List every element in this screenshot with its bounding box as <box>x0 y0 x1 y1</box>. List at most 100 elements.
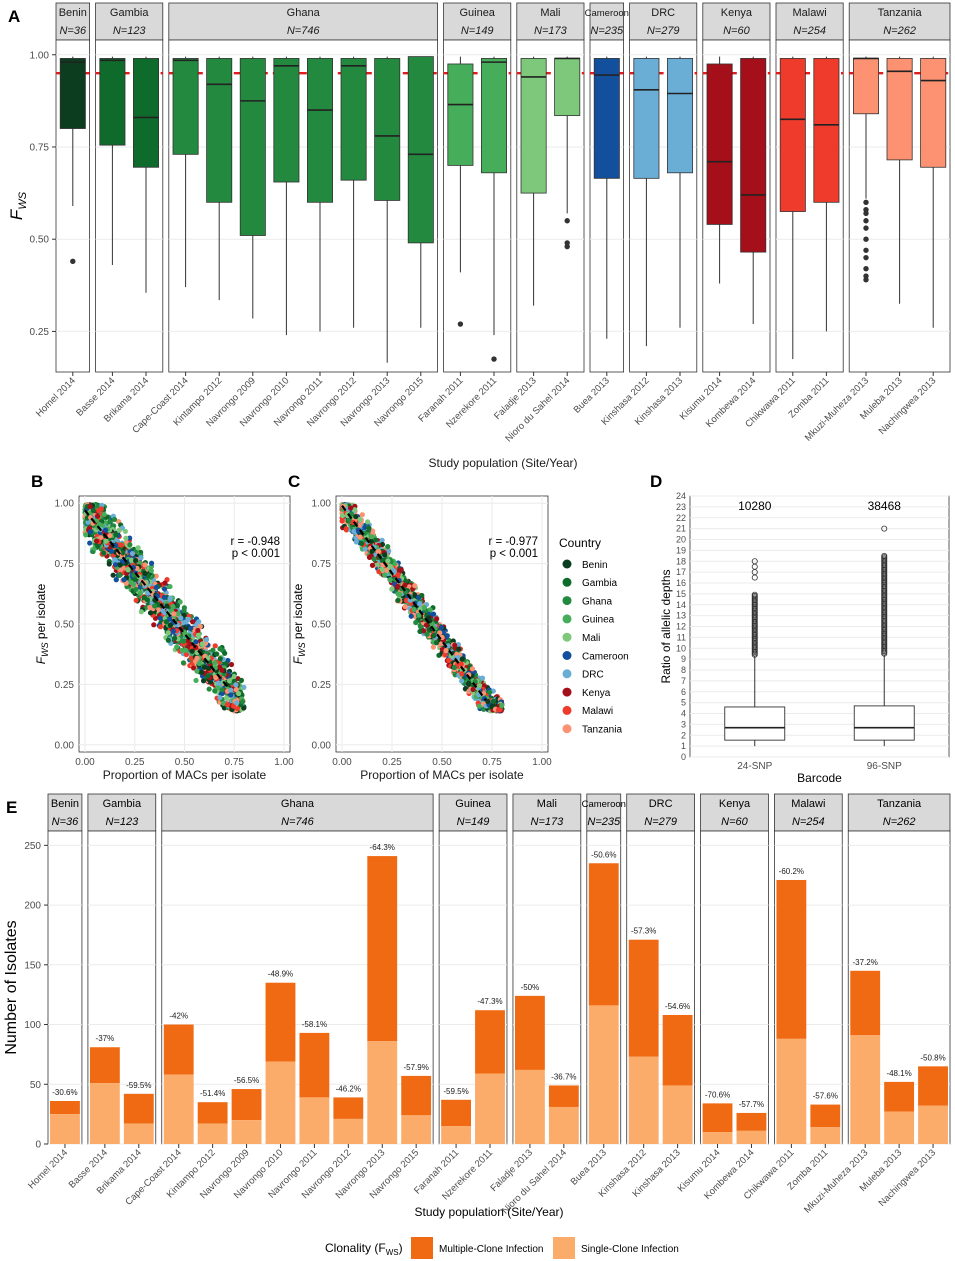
y-tick-label: 250 <box>24 841 41 852</box>
y-tick-label: 9 <box>681 654 686 664</box>
facet-n: N=60 <box>723 25 750 37</box>
scatter-point <box>219 690 226 697</box>
legend-label: Guinea <box>582 615 615 626</box>
scatter-point <box>137 590 143 596</box>
y-tick-label: 6 <box>681 687 686 697</box>
outlier-point <box>457 321 464 327</box>
scatter-point <box>417 628 423 635</box>
scatter-point <box>142 570 148 576</box>
scatter-point <box>455 654 461 661</box>
scatter-point <box>213 674 219 680</box>
scatter-point <box>151 622 157 628</box>
scatter-point <box>181 638 187 644</box>
bar-single-clone <box>50 1114 80 1144</box>
bar-single-clone <box>475 1073 505 1144</box>
x-tick-label: Nioro du Sahel 2014 <box>503 375 572 444</box>
bar-single-clone <box>441 1126 472 1144</box>
scatter-point <box>118 542 124 548</box>
scatter-point <box>369 548 375 554</box>
bar-pct-label: -42% <box>169 1012 188 1021</box>
facet-country: Ghana <box>287 7 321 19</box>
scatter-point <box>153 573 159 579</box>
facet-n: N=173 <box>534 25 568 37</box>
facet-n: N=262 <box>883 816 916 828</box>
y-tick-label: 8 <box>681 665 686 675</box>
scatter-point <box>212 643 218 649</box>
y-tick-label: 150 <box>24 960 41 971</box>
outlier-point <box>863 206 869 213</box>
scatter-point <box>356 522 362 528</box>
scatter-point <box>450 638 456 644</box>
y-tick-label: 0.25 <box>30 327 50 338</box>
scatter-point <box>479 675 486 681</box>
y-tick-label: 0.50 <box>55 620 75 631</box>
y-tick-label: 23 <box>676 502 686 512</box>
y-tick-label: 1.00 <box>312 499 332 510</box>
x-tick-label: Buea 2013 <box>572 375 612 415</box>
outlier-point <box>751 591 758 598</box>
bar-multiple-clone <box>628 939 659 1057</box>
scatter-point <box>113 532 119 538</box>
box <box>132 58 159 168</box>
x-tick-label: 24-SNP <box>737 761 772 772</box>
x-axis-label: Barcode <box>797 771 842 785</box>
scatter-point <box>219 667 225 673</box>
bar-pct-label: -54.6% <box>665 1002 690 1011</box>
scatter-point <box>83 532 89 538</box>
scatter-point <box>402 578 409 584</box>
y-tick-label: 10 <box>676 643 686 653</box>
facet-strip <box>848 2 951 41</box>
scatter-point <box>155 607 162 613</box>
panel-c: C 0.000.00 0.25 0.25 0.50 0.50 0.75 0.75 1.00 1.0… <box>288 472 629 782</box>
facet-strip <box>774 793 843 832</box>
scatter-point <box>195 627 201 634</box>
x-tick-label: 0.50 <box>432 757 452 768</box>
bar-single-clone <box>884 1111 915 1144</box>
box <box>593 58 620 179</box>
y-tick-label: 0 <box>35 1140 41 1151</box>
y-tick-label: 0.50 <box>30 235 50 246</box>
box <box>724 706 786 741</box>
facet-panel <box>47 830 83 1145</box>
scatter-point <box>458 661 464 667</box>
scatter-point <box>98 506 104 512</box>
facet-n: N=279 <box>644 816 677 828</box>
scatter-point <box>402 604 408 610</box>
scatter-point <box>167 583 173 590</box>
y-tick-label: 0.75 <box>312 559 332 570</box>
scatter-point <box>98 534 104 541</box>
facet-n: N=123 <box>105 816 139 828</box>
bar-pct-label: -59.5% <box>443 1087 468 1096</box>
y-tick-label: 24 <box>676 491 686 501</box>
scatter-point <box>180 660 187 666</box>
scatter-point <box>427 607 433 613</box>
bar-pct-label: -36.7% <box>551 1072 576 1081</box>
scatter-point <box>199 669 205 675</box>
scatter-point <box>469 666 476 672</box>
facet-n: N=235 <box>590 25 624 37</box>
facet-panel <box>700 830 769 1145</box>
bar-single-clone <box>265 1061 296 1144</box>
scatter-point <box>230 703 237 709</box>
scatter-point <box>194 655 200 661</box>
scatter-point <box>167 616 173 622</box>
bar-pct-label: -51.4% <box>200 1089 225 1098</box>
x-axis-label: Study population (Site/Year) <box>429 456 578 470</box>
y-axis-label-main: F <box>7 208 26 220</box>
scatter-point <box>190 665 197 671</box>
scatter-point <box>152 603 158 609</box>
x-tick-label: Nachingwea 2013 <box>877 1147 939 1209</box>
scatter-point <box>411 606 417 613</box>
scatter-point <box>397 591 403 597</box>
scatter-point <box>133 586 139 592</box>
scatter-point <box>339 518 345 524</box>
scatter-point <box>214 651 220 657</box>
box <box>853 58 880 115</box>
legend-swatch <box>562 577 572 587</box>
scatter-point <box>226 678 233 684</box>
scatter-point <box>470 686 476 693</box>
scatter-point <box>387 577 393 583</box>
scatter-point <box>101 511 107 518</box>
bar-multiple-clone <box>850 970 881 1036</box>
